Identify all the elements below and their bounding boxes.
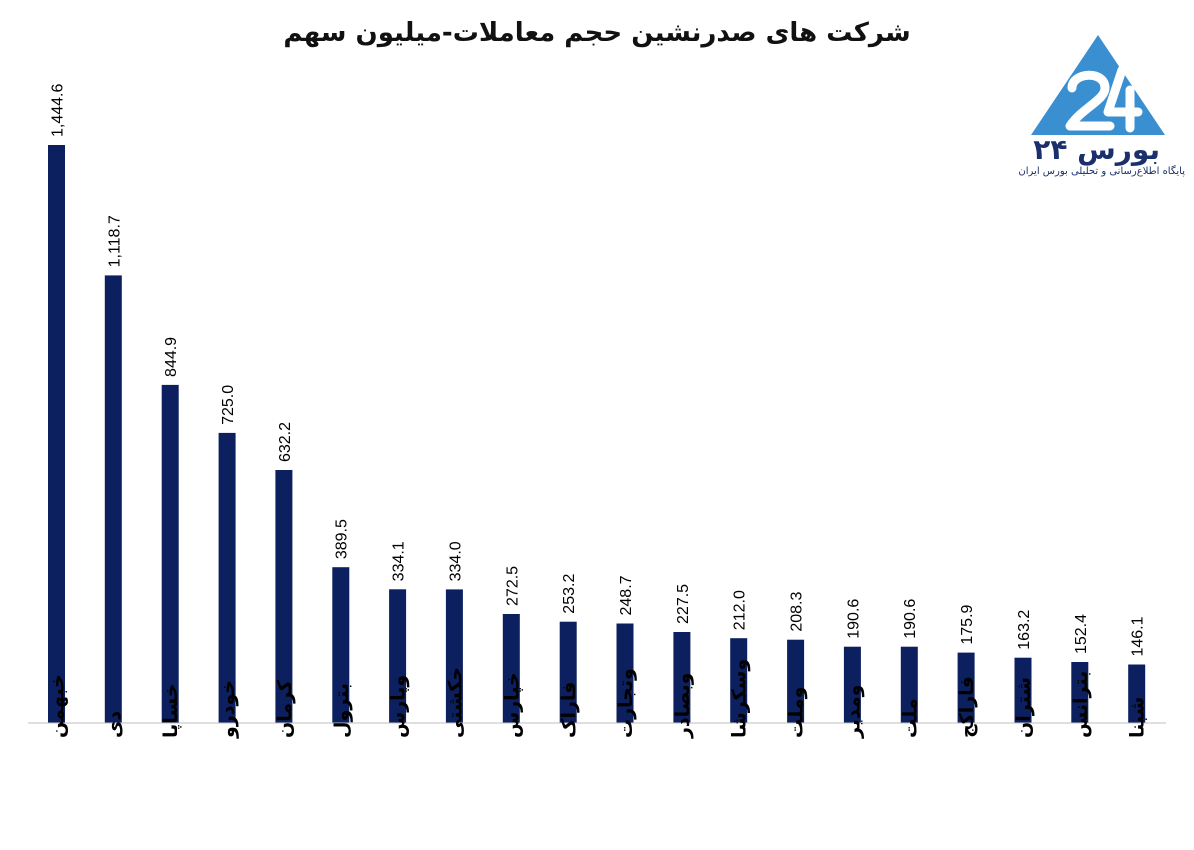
bar — [502, 614, 520, 723]
bar-value-label: 334.1 — [391, 541, 408, 581]
bar — [787, 639, 805, 723]
category-label: وسکرشا — [729, 659, 751, 738]
bar-value-label: 208.3 — [789, 592, 806, 632]
bar-value-label: 212.0 — [732, 590, 749, 630]
category-label: خساپا — [160, 684, 182, 738]
bar-value-label: 227.5 — [675, 584, 692, 624]
category-label: حکشتی — [444, 667, 466, 738]
bar — [843, 646, 861, 723]
category-label: بترول — [331, 683, 353, 738]
bar-value-label: 389.5 — [334, 519, 351, 559]
bar — [104, 275, 122, 723]
brand-name: بورس ۲۴ — [1033, 133, 1160, 166]
brand-tagline: پایگاه اطلاع‌رسانی و تحلیلی بورس ایران — [1018, 166, 1185, 177]
bourse24-logo-icon — [1031, 35, 1165, 135]
bar — [1071, 662, 1089, 723]
bar-value-label: 1,444.6 — [50, 84, 67, 137]
bar — [1128, 664, 1146, 723]
bar — [559, 621, 577, 723]
category-label: خودرو — [217, 680, 239, 739]
category-label: خبهمن — [47, 674, 69, 738]
category-label: وبصادر — [672, 673, 694, 740]
bar — [1014, 657, 1032, 723]
bar — [389, 589, 407, 723]
category-label: وملت — [786, 687, 808, 738]
bar — [673, 632, 691, 723]
bar-value-label: 1,118.7 — [106, 215, 123, 267]
bar-value-label: 248.7 — [618, 575, 635, 615]
bars-group — [48, 145, 1146, 723]
chart-title: شرکت های صدرنشین حجم معاملات-میلیون سهم — [283, 18, 911, 48]
bar-value-label: 175.9 — [959, 604, 976, 644]
bar — [730, 638, 748, 723]
category-label: شتران — [1013, 677, 1035, 738]
bar-value-label: 190.6 — [902, 599, 919, 639]
category-labels-group: خبهمن دی خساپا خودرو کرمان بترول وپارس حکشتی خپا… — [47, 659, 1149, 739]
bar-value-label: 146.1 — [1130, 616, 1147, 656]
category-label: وتجارت — [615, 668, 637, 738]
bar-value-label: 632.2 — [277, 422, 294, 462]
category-label: بترانس — [1070, 671, 1092, 738]
bar-value-label: 163.2 — [1016, 610, 1033, 650]
bar — [275, 470, 293, 723]
value-labels-group: 1,444.6 1,118.7 844.9 725.0 632.2 389.5 334.1 3… — [50, 84, 1147, 657]
category-label: ومدیر — [842, 684, 864, 739]
bar — [218, 432, 236, 723]
bar — [445, 589, 463, 723]
category-label: فاراک — [558, 682, 580, 738]
category-label: کرمان — [274, 679, 296, 738]
bar-value-label: 272.5 — [504, 566, 521, 606]
category-label: شبنا — [1127, 697, 1149, 738]
category-label: وپارس — [388, 675, 410, 738]
bar — [957, 652, 975, 723]
bar-value-label: 844.9 — [163, 337, 180, 377]
bar-value-label: 334.0 — [447, 541, 464, 581]
bar — [616, 623, 634, 723]
bar — [900, 646, 918, 723]
category-label: فاراکج — [956, 676, 978, 738]
category-label: ملت — [899, 698, 921, 738]
bar-value-label: 253.2 — [561, 574, 578, 614]
bar — [332, 567, 350, 723]
category-label: دی — [103, 711, 125, 738]
bar-value-label: 190.6 — [845, 599, 862, 639]
bar — [48, 145, 65, 723]
bar-value-label: 152.4 — [1073, 614, 1090, 654]
bar — [161, 384, 179, 723]
category-label: خپارس — [501, 672, 523, 738]
bar-value-label: 725.0 — [220, 385, 237, 425]
